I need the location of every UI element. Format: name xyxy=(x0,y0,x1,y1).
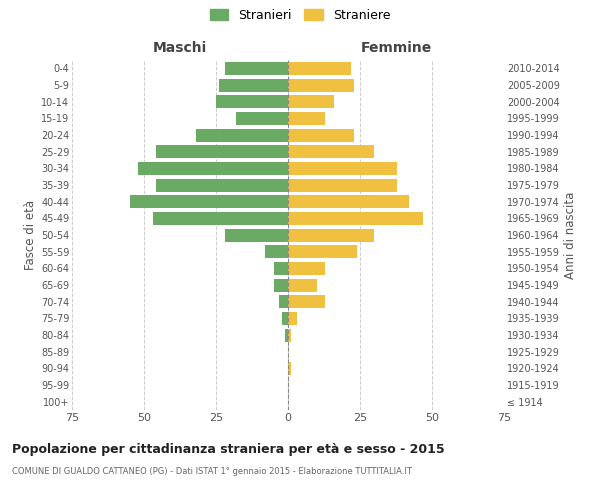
Bar xyxy=(155,178,288,192)
Bar xyxy=(288,362,291,375)
Bar xyxy=(274,262,288,275)
Text: Maschi: Maschi xyxy=(153,41,207,55)
Bar xyxy=(288,128,354,141)
Bar xyxy=(265,245,288,258)
Bar xyxy=(288,278,317,291)
Bar xyxy=(155,145,288,158)
Bar xyxy=(288,228,374,241)
Bar xyxy=(224,228,288,241)
Text: COMUNE DI GUALDO CATTANEO (PG) - Dati ISTAT 1° gennaio 2015 - Elaborazione TUTTI: COMUNE DI GUALDO CATTANEO (PG) - Dati IS… xyxy=(12,468,412,476)
Bar xyxy=(288,245,357,258)
Bar xyxy=(288,62,352,75)
Legend: Stranieri, Straniere: Stranieri, Straniere xyxy=(209,8,391,22)
Y-axis label: Anni di nascita: Anni di nascita xyxy=(564,192,577,278)
Bar xyxy=(288,312,296,325)
Bar xyxy=(274,278,288,291)
Bar xyxy=(152,212,288,225)
Bar xyxy=(224,62,288,75)
Bar xyxy=(219,78,288,92)
Bar xyxy=(236,112,288,125)
Bar xyxy=(282,312,288,325)
Bar xyxy=(288,78,354,92)
Bar xyxy=(288,162,397,175)
Bar xyxy=(196,128,288,141)
Text: Femmine: Femmine xyxy=(361,41,431,55)
Bar xyxy=(288,212,424,225)
Bar xyxy=(288,262,325,275)
Y-axis label: Fasce di età: Fasce di età xyxy=(23,200,37,270)
Bar xyxy=(285,328,288,342)
Bar xyxy=(288,112,325,125)
Bar xyxy=(138,162,288,175)
Bar xyxy=(288,195,409,208)
Text: Popolazione per cittadinanza straniera per età e sesso - 2015: Popolazione per cittadinanza straniera p… xyxy=(12,442,445,456)
Bar xyxy=(216,95,288,108)
Bar xyxy=(288,178,397,192)
Bar xyxy=(288,95,334,108)
Bar xyxy=(288,295,325,308)
Bar xyxy=(130,195,288,208)
Bar xyxy=(288,145,374,158)
Bar xyxy=(280,295,288,308)
Bar xyxy=(288,328,291,342)
